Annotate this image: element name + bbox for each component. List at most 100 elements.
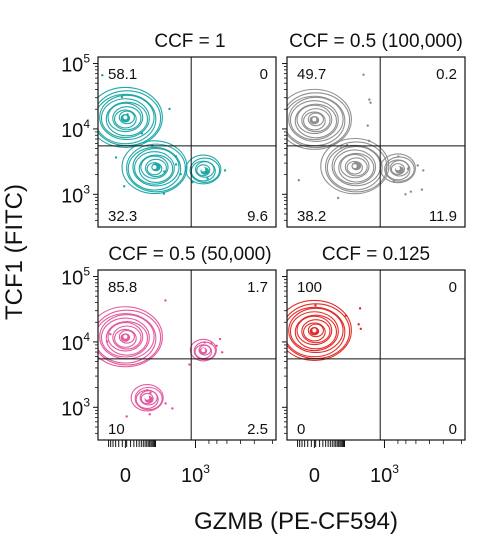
contour-line [287,92,351,149]
contour-line [100,98,150,139]
contour-group [63,73,227,195]
y-tick-label: 105 [61,52,90,77]
outlier-dot [164,402,167,405]
outlier-dot [344,314,348,317]
outlier-dot [362,73,365,76]
outlier-dot [191,180,194,184]
contour-line [303,322,326,342]
contour-line [139,390,158,406]
population-center [352,164,357,169]
contour-line [346,160,363,175]
contour-line [118,110,135,125]
x-tick-label: 0 [309,465,320,487]
panel-2: CCF = 0.5 (100,000) 49.7 0.2 38.2 11.9 [282,31,466,228]
outlier-dot [109,332,112,336]
contour-line [296,315,333,346]
outlier-dot [368,98,371,101]
contour-line [287,306,346,358]
outlier-dot [358,307,362,310]
quadrant-label-bottom-right: 0 [449,421,457,438]
population-center [123,334,128,339]
outlier-dot [422,169,425,172]
outlier-dot [76,324,78,326]
contour-line [301,108,331,133]
outlier-dot [359,327,362,331]
outlier-dot [179,172,182,176]
contour-line [333,149,377,185]
quadrant-label-top-left: 100 [297,279,322,296]
outlier-dot [174,163,178,166]
outlier-dot [140,132,144,135]
contour-line [112,325,142,350]
contour-line [288,307,344,354]
contour-group [287,73,425,200]
x-axis-label: GZMB (PE-CF594) [194,508,398,535]
panel-frame [286,269,466,441]
panel-1: CCF = 1 58.1 0 32.3 9.6 103 104 105 [61,31,277,228]
quadrant-label-top-right: 1.7 [247,279,268,296]
contour-line [301,319,331,344]
contour-line [195,161,215,178]
contour-line [340,153,370,179]
contour-line [287,299,352,361]
quadrant-label-top-right: 0.2 [436,66,457,83]
outlier-dot [218,337,222,341]
x-tick-label: 0 [120,465,131,487]
panel-title: CCF = 0.125 [322,244,430,265]
panel-title: CCF = 0.5 (100,000) [289,31,463,52]
outlier-dot [203,341,206,344]
outlier-dot [168,107,171,111]
y-tick-label: 103 [61,395,90,420]
contour-line [385,159,411,181]
quadrant-label-bottom-left: 10 [108,421,125,438]
contour-line [98,93,157,145]
panel-title: CCF = 0.5 (50,000) [108,244,271,265]
contour-line [185,154,222,185]
outlier-dot [357,323,360,326]
contour-line [100,317,150,358]
outlier-dot [148,413,151,416]
y-tick-label: 104 [61,330,90,355]
contour-group [76,299,224,418]
population-center [395,166,400,171]
outlier-dot [409,190,413,193]
contour-line [189,157,221,183]
outlier-dot [404,193,407,196]
outlier-dot [336,196,340,200]
contour-line [307,112,324,127]
outlier-dot [209,342,213,345]
outlier-dot [63,111,65,113]
outlier-dot [220,351,224,354]
y-axis-label: TCF1 (FITC) [1,184,28,320]
quadrant-label-top-left: 85.8 [108,279,137,296]
population-center [201,167,206,172]
contour-line [134,386,163,411]
contour-line [107,102,144,133]
outlier-dot [162,192,166,195]
outlier-dot [174,155,178,158]
contour-line [289,100,339,141]
panel-grid: CCF = 1 58.1 0 32.3 9.6 103 104 105 CCF = 0.5 (1… [61,31,466,487]
y-tick-label: 104 [61,117,90,142]
contour-line [307,323,324,338]
outlier-dot [163,170,166,173]
contour-line [107,322,144,352]
quadrant-label-top-right: 0 [260,66,268,83]
outlier-dot [223,169,227,172]
panel-3: CCF = 0.5 (50,000) 85.8 1.7 10 2.5 103 104 105 0… [61,244,277,487]
quadrant-label-top-right: 0 [449,279,457,296]
outlier-dot [114,156,118,159]
contour-line [344,157,368,177]
outlier-dot [125,415,128,418]
outlier-dot [314,304,317,307]
outlier-dot [149,391,152,394]
panel-frame [286,56,466,228]
outlier-dot [90,136,92,138]
contour-line [112,106,142,131]
outlier-dot [297,179,301,182]
outlier-dot [101,73,104,77]
outlier-dot [206,177,209,180]
contour-line [294,103,338,139]
contour-line [296,104,333,135]
